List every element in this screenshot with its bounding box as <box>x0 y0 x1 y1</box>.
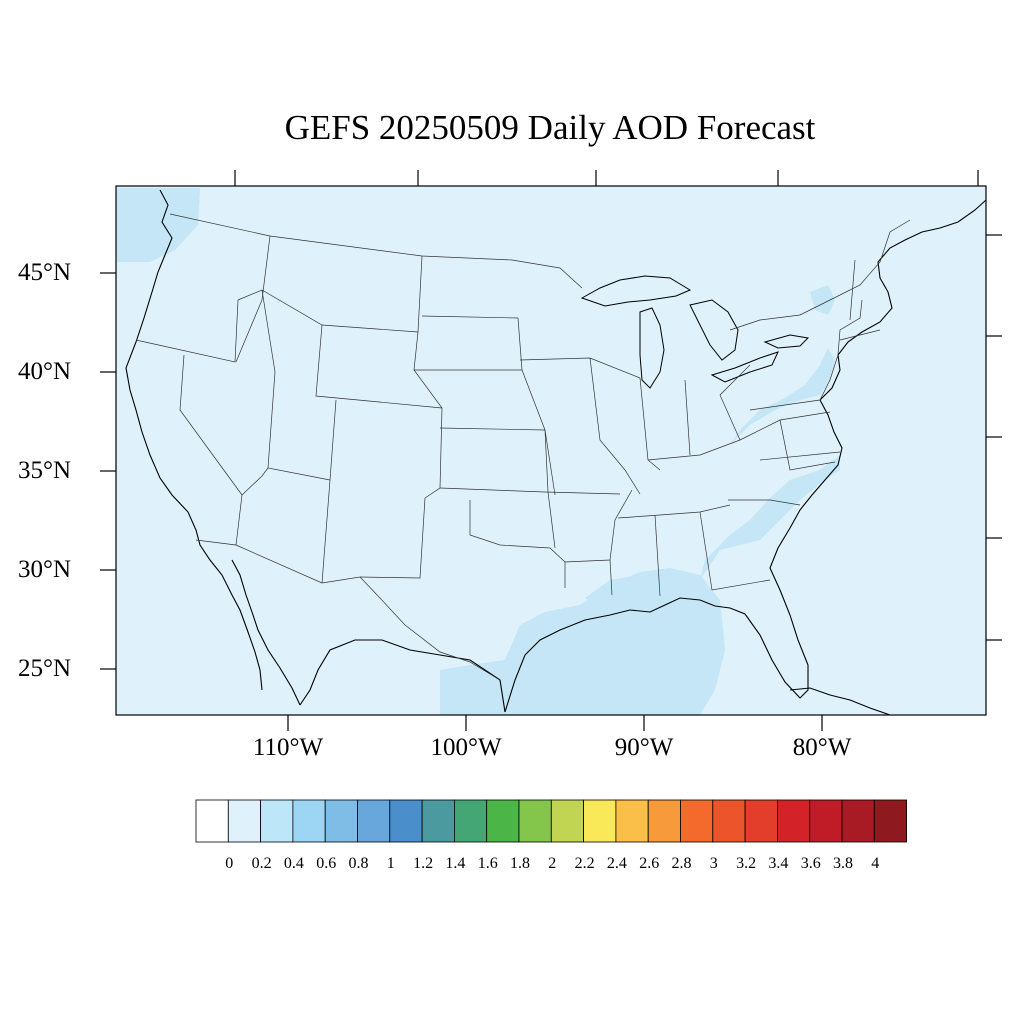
colorbar-box-11 <box>550 799 584 843</box>
lon-label-90w: 90°W <box>614 734 674 761</box>
colorbar-tick-label: 3.2 <box>736 855 757 872</box>
lat-label-25: 25°N <box>18 655 72 682</box>
colorbar-tick-label: 3 <box>709 855 718 872</box>
colorbar-tick-label: 2.6 <box>639 855 660 872</box>
colorbar-box-0 <box>195 799 229 843</box>
coastline-cuba <box>789 687 891 716</box>
lon-label-110w: 110°W <box>252 734 324 761</box>
colorbar-box-21 <box>873 799 907 843</box>
colorbar-tick-label: 2.2 <box>574 855 595 872</box>
colorbar-box-13 <box>615 799 649 843</box>
border-mexico <box>195 539 501 681</box>
haze-pacific-nw <box>116 188 200 262</box>
colorbar-tick-label: 0 <box>225 855 234 872</box>
colorbar-box-7 <box>421 799 455 843</box>
colorbar-box-6 <box>389 799 423 843</box>
colorbar-tick-label: 4 <box>871 855 880 872</box>
lon-label-80w: 80°W <box>792 734 852 761</box>
top-ticks <box>234 170 979 186</box>
colorbar-tick-label: 1 <box>386 855 395 872</box>
colorbar-box-16 <box>712 799 746 843</box>
lake-superior <box>580 275 692 307</box>
state-borders <box>135 213 911 681</box>
haze-louisiana <box>585 575 650 608</box>
colorbar <box>195 799 907 843</box>
map-frame <box>115 185 987 716</box>
colorbar-tick-label: 1.8 <box>510 855 530 872</box>
border-canada <box>169 213 583 289</box>
haze-new-england <box>810 285 835 315</box>
colorbar-tick-label: 2.8 <box>671 855 692 872</box>
colorbar-box-10 <box>518 799 552 843</box>
colorbar-box-17 <box>744 799 778 843</box>
coastline-texas <box>504 199 987 713</box>
colorbar-tick-label: 3.6 <box>800 855 821 872</box>
haze-southeast <box>700 455 840 580</box>
colorbar-box-2 <box>260 799 294 843</box>
colorbar-box-5 <box>357 799 391 843</box>
colorbar-tick-label: 0.2 <box>251 855 272 872</box>
colorbar-box-12 <box>583 799 617 843</box>
bottom-ticks <box>287 715 823 731</box>
colorbar-tick-label: 1.4 <box>445 855 466 872</box>
border-canada-east <box>729 219 911 331</box>
coastline-baja <box>231 559 301 706</box>
lon-label-100w: 100°W <box>430 734 502 761</box>
colorbar-tick-label: 0.4 <box>283 855 304 872</box>
haze-gulf <box>440 568 725 715</box>
colorbar-box-19 <box>809 799 843 843</box>
lat-label-40: 40°N <box>18 358 72 385</box>
colorbar-box-18 <box>777 799 811 843</box>
lake-ontario <box>763 334 810 349</box>
right-ticks <box>986 234 1002 641</box>
haze-regions <box>116 188 840 715</box>
colorbar-box-14 <box>647 799 681 843</box>
lat-label-30: 30°N <box>18 556 72 583</box>
lake-michigan <box>639 307 665 389</box>
colorbar-tick-label: 0.8 <box>348 855 369 872</box>
colorbar-box-3 <box>292 799 326 843</box>
great-lakes <box>580 275 810 389</box>
colorbar-tick-label: 1.2 <box>413 855 434 872</box>
lake-huron <box>689 299 739 361</box>
colorbar-box-1 <box>227 799 262 843</box>
left-ticks <box>100 272 116 670</box>
colorbar-tick-label: 2 <box>548 855 557 872</box>
colorbar-tick-label: 1.6 <box>477 855 498 872</box>
coastline-west <box>125 189 263 691</box>
colorbar-box-15 <box>680 799 714 843</box>
haze-appalachian <box>730 348 835 445</box>
colorbar-box-9 <box>486 799 520 843</box>
colorbar-tick-label: 0.6 <box>316 855 337 872</box>
colorbar-tick-label: 3.8 <box>833 855 853 872</box>
lake-erie <box>710 351 779 383</box>
coastline-gulf <box>299 639 506 713</box>
lat-label-35: 35°N <box>18 457 72 484</box>
colorbar-box-8 <box>453 799 488 843</box>
lat-label-45: 45°N <box>18 259 72 286</box>
coastlines <box>125 189 987 716</box>
colorbar-tick-label: 2.4 <box>606 855 627 872</box>
colorbar-tick-label: 3.4 <box>768 855 789 872</box>
colorbar-box-4 <box>324 799 358 843</box>
map-title: GEFS 20250509 Daily AOD Forecast <box>284 108 816 147</box>
colorbar-box-20 <box>841 799 875 843</box>
